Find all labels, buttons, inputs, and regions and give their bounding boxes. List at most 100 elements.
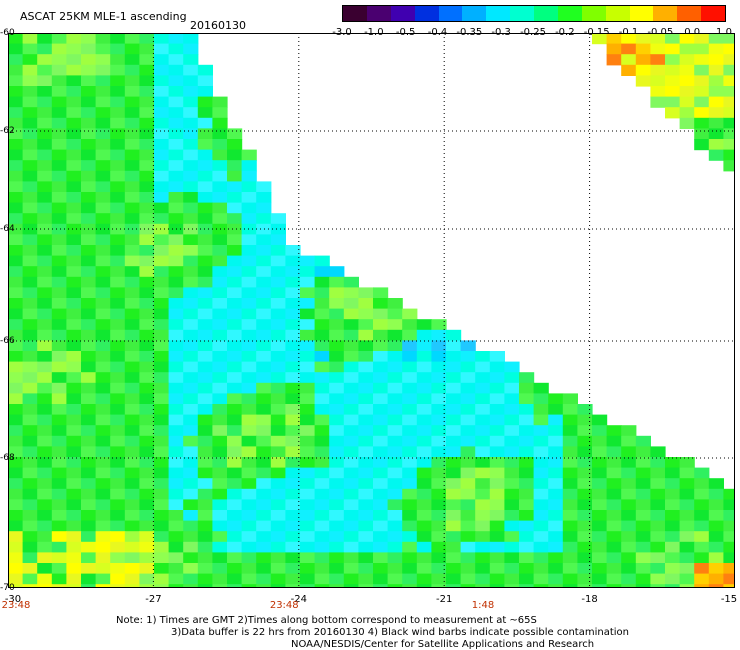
data-cell bbox=[504, 404, 520, 416]
data-cell bbox=[373, 372, 389, 384]
data-cell bbox=[183, 573, 199, 585]
data-cell bbox=[270, 520, 286, 532]
data-cell bbox=[37, 139, 53, 151]
data-cell bbox=[212, 499, 228, 511]
data-cell bbox=[212, 340, 228, 352]
data-cell bbox=[227, 149, 243, 161]
data-cell bbox=[329, 584, 345, 588]
data-cell bbox=[723, 75, 735, 87]
data-cell bbox=[168, 329, 184, 341]
data-cell bbox=[665, 457, 681, 469]
data-cell bbox=[197, 319, 213, 331]
data-cell bbox=[227, 541, 243, 553]
data-cell bbox=[183, 446, 199, 458]
data-cell bbox=[402, 563, 418, 575]
data-cell bbox=[241, 499, 257, 511]
data-cell bbox=[51, 382, 67, 394]
data-cell bbox=[446, 446, 462, 458]
data-cell bbox=[139, 192, 155, 204]
data-cell bbox=[66, 361, 82, 373]
data-cell bbox=[431, 467, 447, 479]
data-cell bbox=[81, 75, 97, 87]
data-cell bbox=[8, 255, 24, 267]
data-cell bbox=[139, 139, 155, 151]
data-cell bbox=[197, 234, 213, 246]
data-cell bbox=[300, 573, 316, 585]
data-cell bbox=[562, 573, 578, 585]
data-cell bbox=[562, 520, 578, 532]
data-cell bbox=[37, 584, 53, 588]
data-cell bbox=[139, 43, 155, 55]
data-cell bbox=[343, 457, 359, 469]
data-cell bbox=[168, 107, 184, 119]
color-scale-tick: -0.25 bbox=[520, 27, 546, 38]
data-cell bbox=[694, 573, 710, 585]
data-cell bbox=[373, 488, 389, 500]
data-cell bbox=[139, 393, 155, 405]
data-cell bbox=[592, 414, 608, 426]
data-cell bbox=[606, 33, 622, 45]
data-cell bbox=[197, 435, 213, 447]
data-cell bbox=[665, 54, 681, 66]
data-cell bbox=[110, 192, 126, 204]
data-cell bbox=[139, 245, 155, 257]
data-cell bbox=[124, 170, 140, 182]
data-cell bbox=[227, 467, 243, 479]
data-cell bbox=[504, 457, 520, 469]
data-cell bbox=[402, 457, 418, 469]
data-cell bbox=[329, 393, 345, 405]
data-cell bbox=[300, 340, 316, 352]
data-cell bbox=[227, 457, 243, 469]
data-cell bbox=[110, 573, 126, 585]
data-cell bbox=[621, 54, 637, 66]
data-cell bbox=[635, 467, 651, 479]
data-cell bbox=[95, 573, 111, 585]
data-cell bbox=[37, 75, 53, 87]
data-cell bbox=[548, 467, 564, 479]
data-cell bbox=[621, 552, 637, 564]
data-cell bbox=[723, 149, 735, 161]
data-cell bbox=[241, 404, 257, 416]
data-cell bbox=[197, 149, 213, 161]
data-cell bbox=[8, 541, 24, 553]
data-cell bbox=[621, 531, 637, 543]
note-line-1: Note: 1) Times are GMT 2)Times along bot… bbox=[116, 615, 537, 626]
data-cell bbox=[95, 276, 111, 288]
data-cell bbox=[548, 510, 564, 522]
data-cell bbox=[489, 531, 505, 543]
data-cell bbox=[431, 329, 447, 341]
data-cell bbox=[154, 64, 170, 76]
data-cell bbox=[183, 75, 199, 87]
data-cell bbox=[373, 319, 389, 331]
data-cell bbox=[285, 467, 301, 479]
data-cell bbox=[548, 425, 564, 437]
data-cell bbox=[139, 425, 155, 437]
data-cell bbox=[562, 457, 578, 469]
data-cell bbox=[139, 340, 155, 352]
data-cell bbox=[300, 382, 316, 394]
data-cell bbox=[577, 499, 593, 511]
data-cell bbox=[168, 149, 184, 161]
data-cell bbox=[51, 170, 67, 182]
data-cell bbox=[110, 33, 126, 45]
data-cell bbox=[343, 414, 359, 426]
data-cell bbox=[519, 404, 535, 416]
data-cell bbox=[300, 361, 316, 373]
data-cell bbox=[402, 552, 418, 564]
data-cell bbox=[139, 298, 155, 310]
data-cell bbox=[124, 435, 140, 447]
data-cell bbox=[475, 541, 491, 553]
data-cell bbox=[183, 234, 199, 246]
data-cell bbox=[723, 128, 735, 140]
data-cell bbox=[227, 499, 243, 511]
color-swatch-7 bbox=[510, 6, 534, 21]
data-cell bbox=[154, 75, 170, 87]
data-cell bbox=[285, 414, 301, 426]
data-cell bbox=[241, 541, 257, 553]
data-cell bbox=[81, 499, 97, 511]
data-cell bbox=[197, 510, 213, 522]
data-cell bbox=[183, 181, 199, 193]
data-cell bbox=[197, 467, 213, 479]
data-cell bbox=[197, 488, 213, 500]
data-cell bbox=[533, 541, 549, 553]
